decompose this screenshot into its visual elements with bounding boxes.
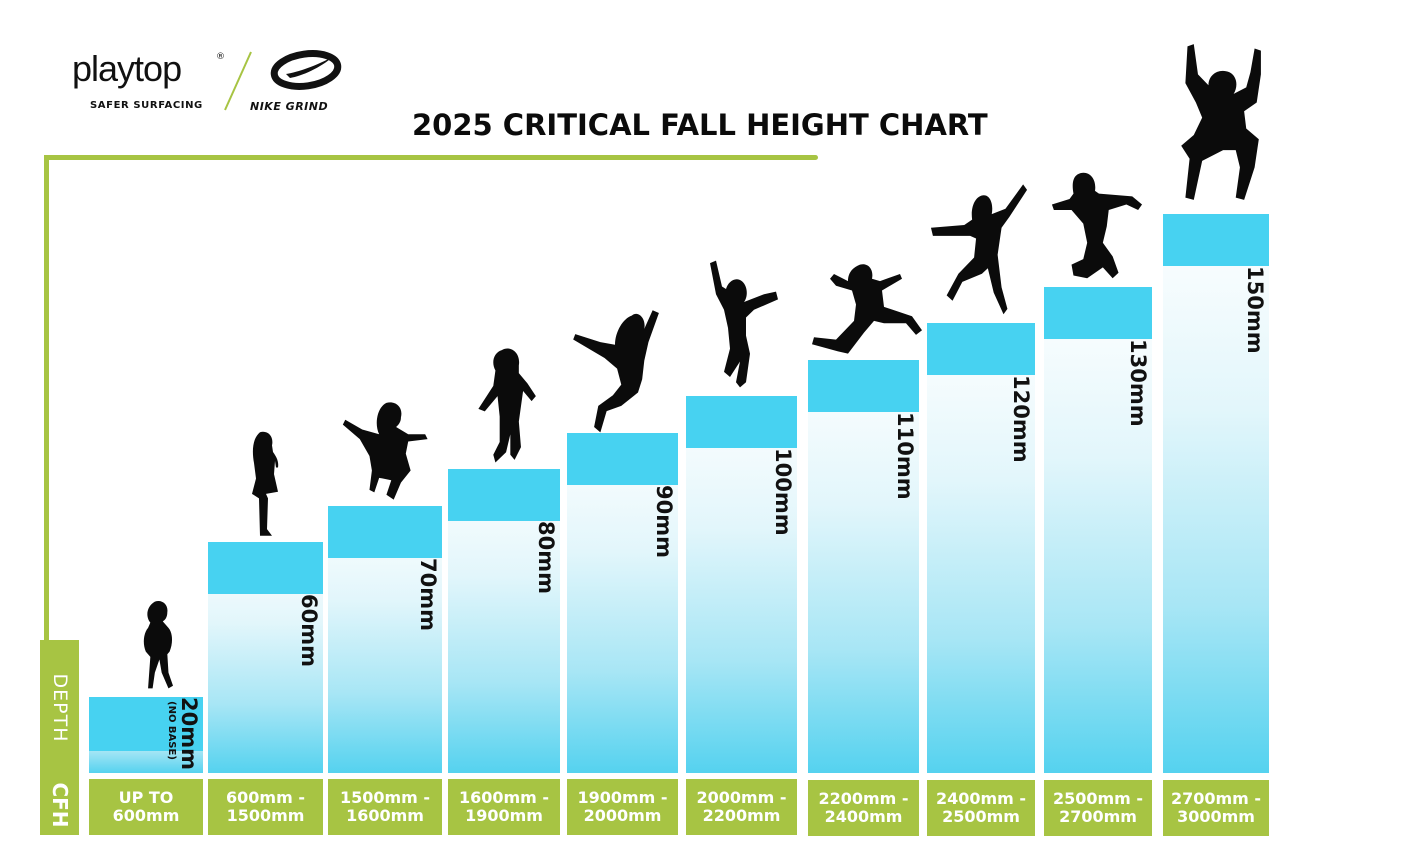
logo-subtitle: SAFER SURFACING — [90, 100, 203, 111]
bar-column: 130mm — [1044, 287, 1152, 773]
child-silhouette-icon — [573, 310, 659, 433]
child-silhouette-icon — [1051, 172, 1143, 279]
cfh-range-label: 2500mm -2700mm — [1044, 780, 1152, 836]
depth-bar — [927, 323, 1035, 773]
depth-value-label: 80mm — [534, 521, 558, 594]
logo-wordmark: playtop — [72, 48, 182, 89]
depth-value-label: 90mm — [652, 485, 676, 558]
title-bracket — [44, 155, 818, 160]
child-silhouette-icon — [342, 402, 428, 500]
cfh-range-line: 2200mm - — [818, 789, 909, 808]
depth-cap — [927, 323, 1035, 375]
bar-column: 70mm — [328, 506, 442, 773]
logo-divider — [224, 51, 252, 111]
depth-cap — [208, 542, 323, 594]
depth-value-label: 120mm — [1009, 375, 1033, 463]
depth-value-label: 110mm — [893, 412, 917, 500]
playtop-logo: playtop ® SAFER SURFACING NIKE GRIND — [72, 48, 372, 118]
bar-column: 110mm — [808, 360, 919, 773]
cfh-range-line: UP TO — [118, 788, 174, 807]
cfh-range-line: 1500mm - — [339, 788, 431, 807]
cfh-axis-label: CFH — [40, 775, 79, 835]
cfh-range-label: 1900mm -2000mm — [567, 779, 678, 835]
depth-cap — [567, 433, 678, 485]
depth-bar — [686, 396, 797, 773]
cfh-range-line: 2500mm — [942, 807, 1020, 826]
depth-cap — [328, 506, 442, 558]
cfh-range-line: 2700mm - — [1170, 789, 1262, 808]
depth-label-text: DEPTH — [48, 673, 71, 742]
child-silhouette-icon — [812, 264, 922, 354]
child-silhouette-icon — [710, 260, 778, 388]
depth-value-label: 70mm — [416, 558, 440, 631]
cfh-range-label: 2400mm -2500mm — [927, 780, 1035, 836]
cfh-range-line: 1600mm - — [458, 788, 550, 807]
bar-column: 100mm — [686, 396, 797, 773]
depth-value-label: 150mm — [1243, 266, 1267, 354]
cfh-range-line: 2500mm - — [1052, 789, 1144, 808]
depth-cap — [1163, 214, 1269, 266]
cfh-range-line: 2000mm — [583, 806, 662, 825]
bar-column: 20mm (NO BASE) — [89, 697, 203, 773]
registered-mark: ® — [216, 52, 225, 62]
cfh-range-line: 2000mm - — [696, 788, 787, 807]
cfh-range-label: 2000mm -2200mm — [686, 779, 797, 835]
depth-value-label: 60mm — [297, 594, 321, 667]
bar-column: 80mm — [448, 469, 560, 773]
cfh-range-label: 2200mm -2400mm — [808, 780, 919, 836]
depth-cap — [89, 697, 203, 751]
depth-cap — [686, 396, 797, 448]
depth-cap — [448, 469, 560, 521]
cfh-range-line: 600mm — [112, 806, 180, 825]
depth-bar — [1163, 214, 1269, 773]
cfh-range-line: 1900mm - — [577, 788, 668, 807]
cfh-range-label: UP TO 600mm — [89, 779, 203, 835]
cfh-range-label: 1500mm -1600mm — [328, 779, 442, 835]
depth-cap — [1044, 287, 1152, 339]
bar-column: 150mm — [1163, 214, 1269, 773]
cfh-label-text: CFH — [47, 782, 72, 828]
chart-title: 2025 CRITICAL FALL HEIGHT CHART — [412, 108, 988, 142]
cfh-range-label: 600mm -1500mm — [208, 779, 323, 835]
depth-value-label: 20mm — [177, 697, 201, 770]
nike-grind-text: NIKE GRIND — [250, 100, 329, 113]
depth-bar — [567, 433, 678, 773]
bar-column: 90mm — [567, 433, 678, 773]
cfh-range-line: 3000mm — [1177, 807, 1255, 826]
axis-bracket — [44, 155, 49, 645]
depth-axis-label: DEPTH — [40, 640, 79, 775]
child-silhouette-icon — [252, 431, 279, 536]
depth-bar — [808, 360, 919, 773]
cfh-range-line: 2400mm — [824, 807, 903, 826]
child-silhouette-icon — [930, 184, 1028, 315]
depth-value-label: 130mm — [1126, 339, 1150, 427]
cfh-range-label: 2700mm -3000mm — [1163, 780, 1269, 836]
child-silhouette-icon — [478, 348, 536, 463]
no-base-note: (NO BASE) — [166, 701, 177, 760]
cfh-range-label: 1600mm -1900mm — [448, 779, 560, 835]
depth-bar — [1044, 287, 1152, 773]
nike-grind-icon — [270, 50, 342, 90]
cfh-range-line: 1900mm — [465, 806, 543, 825]
depth-cap — [808, 360, 919, 412]
child-silhouette-icon — [1181, 44, 1261, 200]
cfh-range-line: 2700mm — [1059, 807, 1137, 826]
cfh-range-line: 1600mm — [346, 806, 424, 825]
depth-value-label: 100mm — [771, 448, 795, 536]
cfh-range-line: 600mm - — [226, 788, 305, 807]
cfh-range-line: 1500mm — [226, 806, 305, 825]
cfh-range-line: 2200mm — [702, 806, 781, 825]
cfh-range-line: 2400mm - — [935, 789, 1027, 808]
bar-column: 60mm — [208, 542, 323, 773]
bar-column: 120mm — [927, 323, 1035, 773]
child-silhouette-icon — [143, 600, 173, 689]
